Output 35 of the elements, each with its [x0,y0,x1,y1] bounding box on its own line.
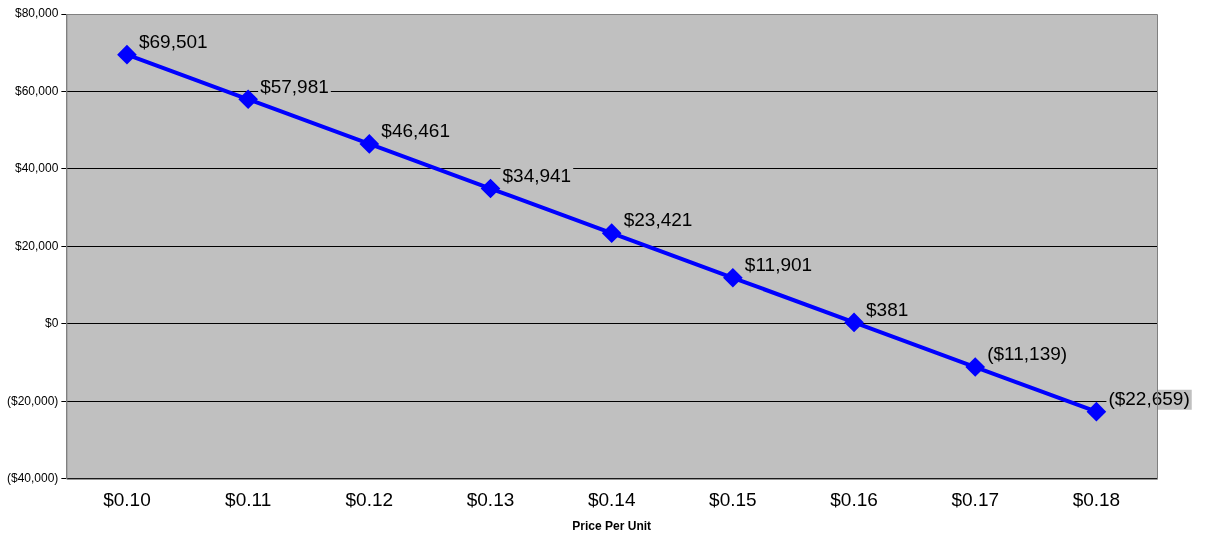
point [966,358,985,377]
y-tick-label: $80,000 [14,6,59,21]
x-tick-label: $0.12 [345,489,394,511]
point [239,90,258,109]
y-tick-label: $20,000 [14,238,59,253]
x-tick-label: $0.13 [466,489,515,511]
point [723,268,742,287]
data-label: $381 [866,298,909,320]
data-label: ($22,659) [1108,387,1190,409]
data-label: $23,421 [623,209,693,231]
y-tick-label: ($20,000) [6,393,59,408]
x-tick-label: $0.17 [951,489,999,511]
point [117,45,136,64]
y-tick-label: $60,000 [14,83,59,98]
data-label: $57,981 [260,75,329,97]
data-label: ($11,139) [987,343,1068,365]
x-tick-label: $0.11 [225,489,272,511]
data-label: $11,901 [744,254,813,275]
y-tick-label: $40,000 [14,161,59,176]
point [845,313,864,332]
y-tick-label: $0 [45,316,59,331]
point [602,224,621,243]
x-axis-title: Price Per Unit [572,519,652,534]
x-tick-label: $0.15 [709,489,757,511]
point [360,134,379,153]
data-label: $46,461 [381,120,451,142]
x-tick-label: $0.16 [830,489,878,511]
data-label: $69,501 [138,30,208,52]
y-tick-label: ($40,000) [6,471,59,486]
point [1087,402,1106,421]
x-tick-label: $0.14 [587,489,636,511]
point [481,179,500,198]
data-label: $34,941 [502,164,572,186]
x-tick-label: $0.18 [1072,489,1121,511]
x-tick-label: $0.10 [103,489,151,511]
